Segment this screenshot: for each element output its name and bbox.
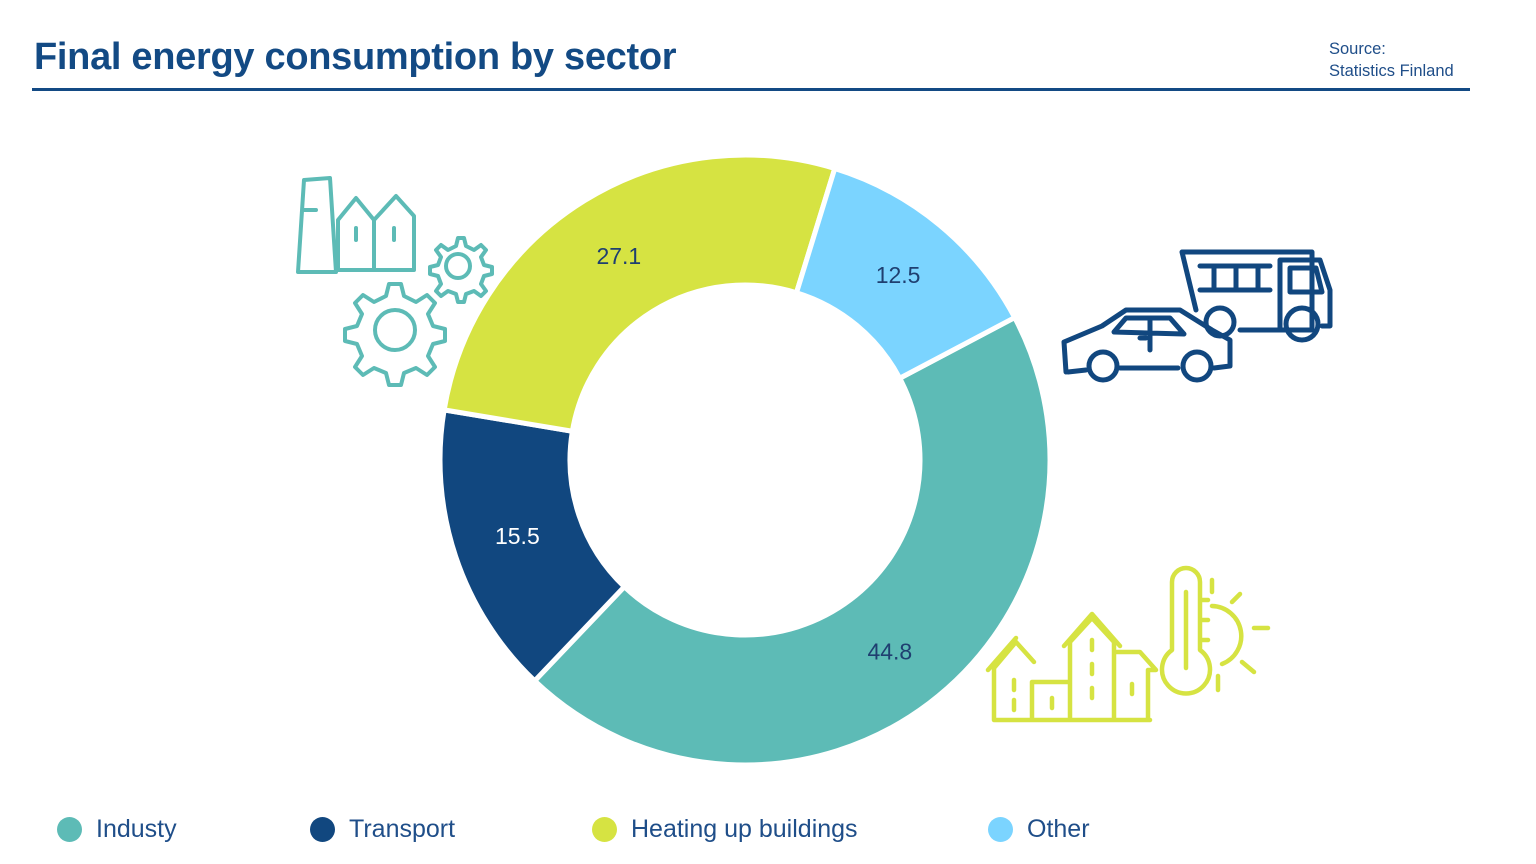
donut-slice-industy (531, 314, 1053, 768)
source-label: Source: (1329, 40, 1386, 58)
chart-title: Final energy consumption by sector (34, 36, 677, 78)
legend-label: Industy (96, 815, 177, 843)
houses-thermometer-sun-icon (985, 565, 1271, 723)
legend-label: Other (1027, 815, 1090, 843)
legend-label: Heating up buildings (631, 815, 858, 843)
source-name: Statistics Finland (1329, 62, 1454, 80)
legend-swatch (57, 817, 82, 842)
donut-slice-other (793, 165, 1019, 382)
data-label: 44.8 (867, 638, 912, 664)
legend-item: Transport (310, 815, 455, 844)
data-label: 27.1 (596, 243, 641, 269)
title-rule (32, 88, 1470, 91)
source-note: Source: Statistics Finland (1329, 38, 1454, 82)
data-label: 15.5 (495, 523, 540, 549)
legend-item: Other (988, 815, 1090, 844)
legend-item: Industy (57, 815, 177, 844)
factory-gears-icon (296, 176, 494, 387)
legend-swatch (310, 817, 335, 842)
legend-item: Heating up buildings (592, 815, 858, 844)
data-label: 12.5 (876, 262, 921, 288)
donut-slice-heating-up-buildings (441, 152, 838, 435)
legend-swatch (988, 817, 1013, 842)
legend-label: Transport (349, 815, 456, 843)
car-truck-icon (1061, 249, 1333, 383)
legend-swatch (592, 817, 617, 842)
donut-slice-transport (437, 407, 628, 685)
